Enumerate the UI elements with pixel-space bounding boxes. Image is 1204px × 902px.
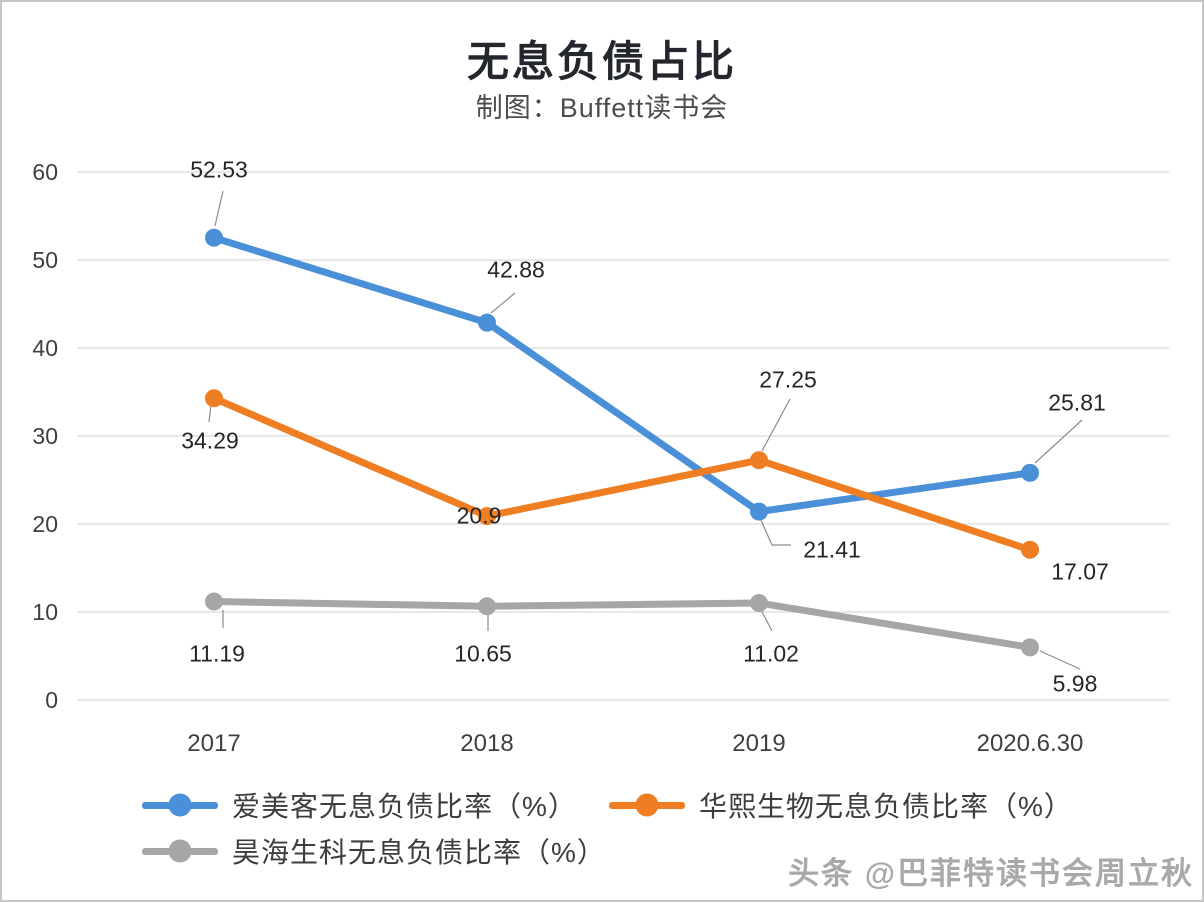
- y-tick-label: 60: [32, 159, 58, 185]
- series-line-1: [210, 394, 1034, 554]
- y-tick-label: 40: [32, 335, 58, 361]
- label-leader-line: [1039, 650, 1081, 670]
- legend-line-marker-gray: [142, 839, 218, 863]
- data-point-marker: [750, 502, 768, 521]
- data-point-marker: [478, 507, 496, 526]
- data-point-marker: [205, 592, 223, 611]
- data-point-marker: [1021, 638, 1039, 657]
- data-point-marker: [1021, 540, 1039, 559]
- data-point-label: 25.81: [1048, 389, 1106, 416]
- label-leader-line: [761, 398, 791, 452]
- data-point-label: 27.25: [759, 366, 817, 393]
- data-point-label: 42.88: [487, 256, 545, 283]
- legend-item-aimeike: 爱美客无息负债比率（%）: [142, 788, 577, 822]
- chart-subtitle: 制图：Buffett读书会: [475, 93, 729, 123]
- legend-line-marker-orange: [609, 793, 685, 817]
- legend-label: 爱美客无息负债比率（%）: [232, 791, 577, 822]
- legend-dot-icon: [168, 793, 192, 817]
- series-line-0: [210, 234, 1034, 516]
- x-tick-label: 2017: [187, 730, 241, 757]
- legend-label: 昊海生科无息负债比率（%）: [232, 837, 606, 868]
- y-tick-label: 20: [32, 511, 58, 537]
- data-point-label: 5.98: [1052, 670, 1098, 697]
- y-tick-label: 30: [32, 423, 58, 449]
- x-tick-label: 2018: [460, 730, 514, 757]
- data-point-label: 11.02: [743, 640, 799, 667]
- data-point-label: 11.19: [189, 640, 245, 667]
- legend-dot-icon: [168, 839, 192, 863]
- label-leader-line: [214, 190, 224, 227]
- label-leader-line: [759, 607, 773, 632]
- legend-item-huaxi: 华熙生物无息负债比率（%）: [609, 788, 1073, 822]
- chart-title: 无息负债占比: [466, 40, 737, 86]
- x-tick-label: 2019: [732, 730, 786, 757]
- y-tick-label: 50: [32, 247, 58, 273]
- legend-item-haohai: 昊海生科无息负债比率（%）: [142, 834, 606, 868]
- data-point-label: 20.9: [456, 502, 502, 529]
- legend-label: 华熙生物无息负债比率（%）: [699, 791, 1073, 822]
- data-point-marker: [750, 451, 768, 470]
- data-point-label: 10.65: [454, 640, 512, 667]
- label-leader-line: [490, 292, 516, 314]
- legend-dot-icon: [635, 793, 659, 817]
- x-tick-label: 2020.6.30: [976, 730, 1084, 757]
- y-tick-label: 0: [45, 687, 58, 713]
- data-point-marker: [478, 313, 496, 332]
- label-leader-line: [1034, 419, 1083, 464]
- data-point-marker: [478, 597, 496, 616]
- series-line-2: [210, 598, 1034, 651]
- legend-line-marker-blue: [142, 793, 218, 817]
- data-point-marker: [1021, 463, 1039, 482]
- watermark: 头条 @巴菲特读书会周立秋: [788, 856, 1194, 891]
- data-point-label: 21.41: [803, 536, 861, 563]
- label-leader-line: [759, 517, 791, 546]
- y-tick-label: 10: [32, 599, 58, 625]
- data-point-label: 34.29: [181, 427, 239, 454]
- label-leader-line: [208, 404, 212, 423]
- data-point-marker: [205, 228, 223, 247]
- data-point-label: 52.53: [190, 156, 248, 183]
- data-point-marker: [750, 594, 768, 613]
- data-point-marker: [205, 389, 223, 408]
- data-point-label: 17.07: [1051, 558, 1109, 585]
